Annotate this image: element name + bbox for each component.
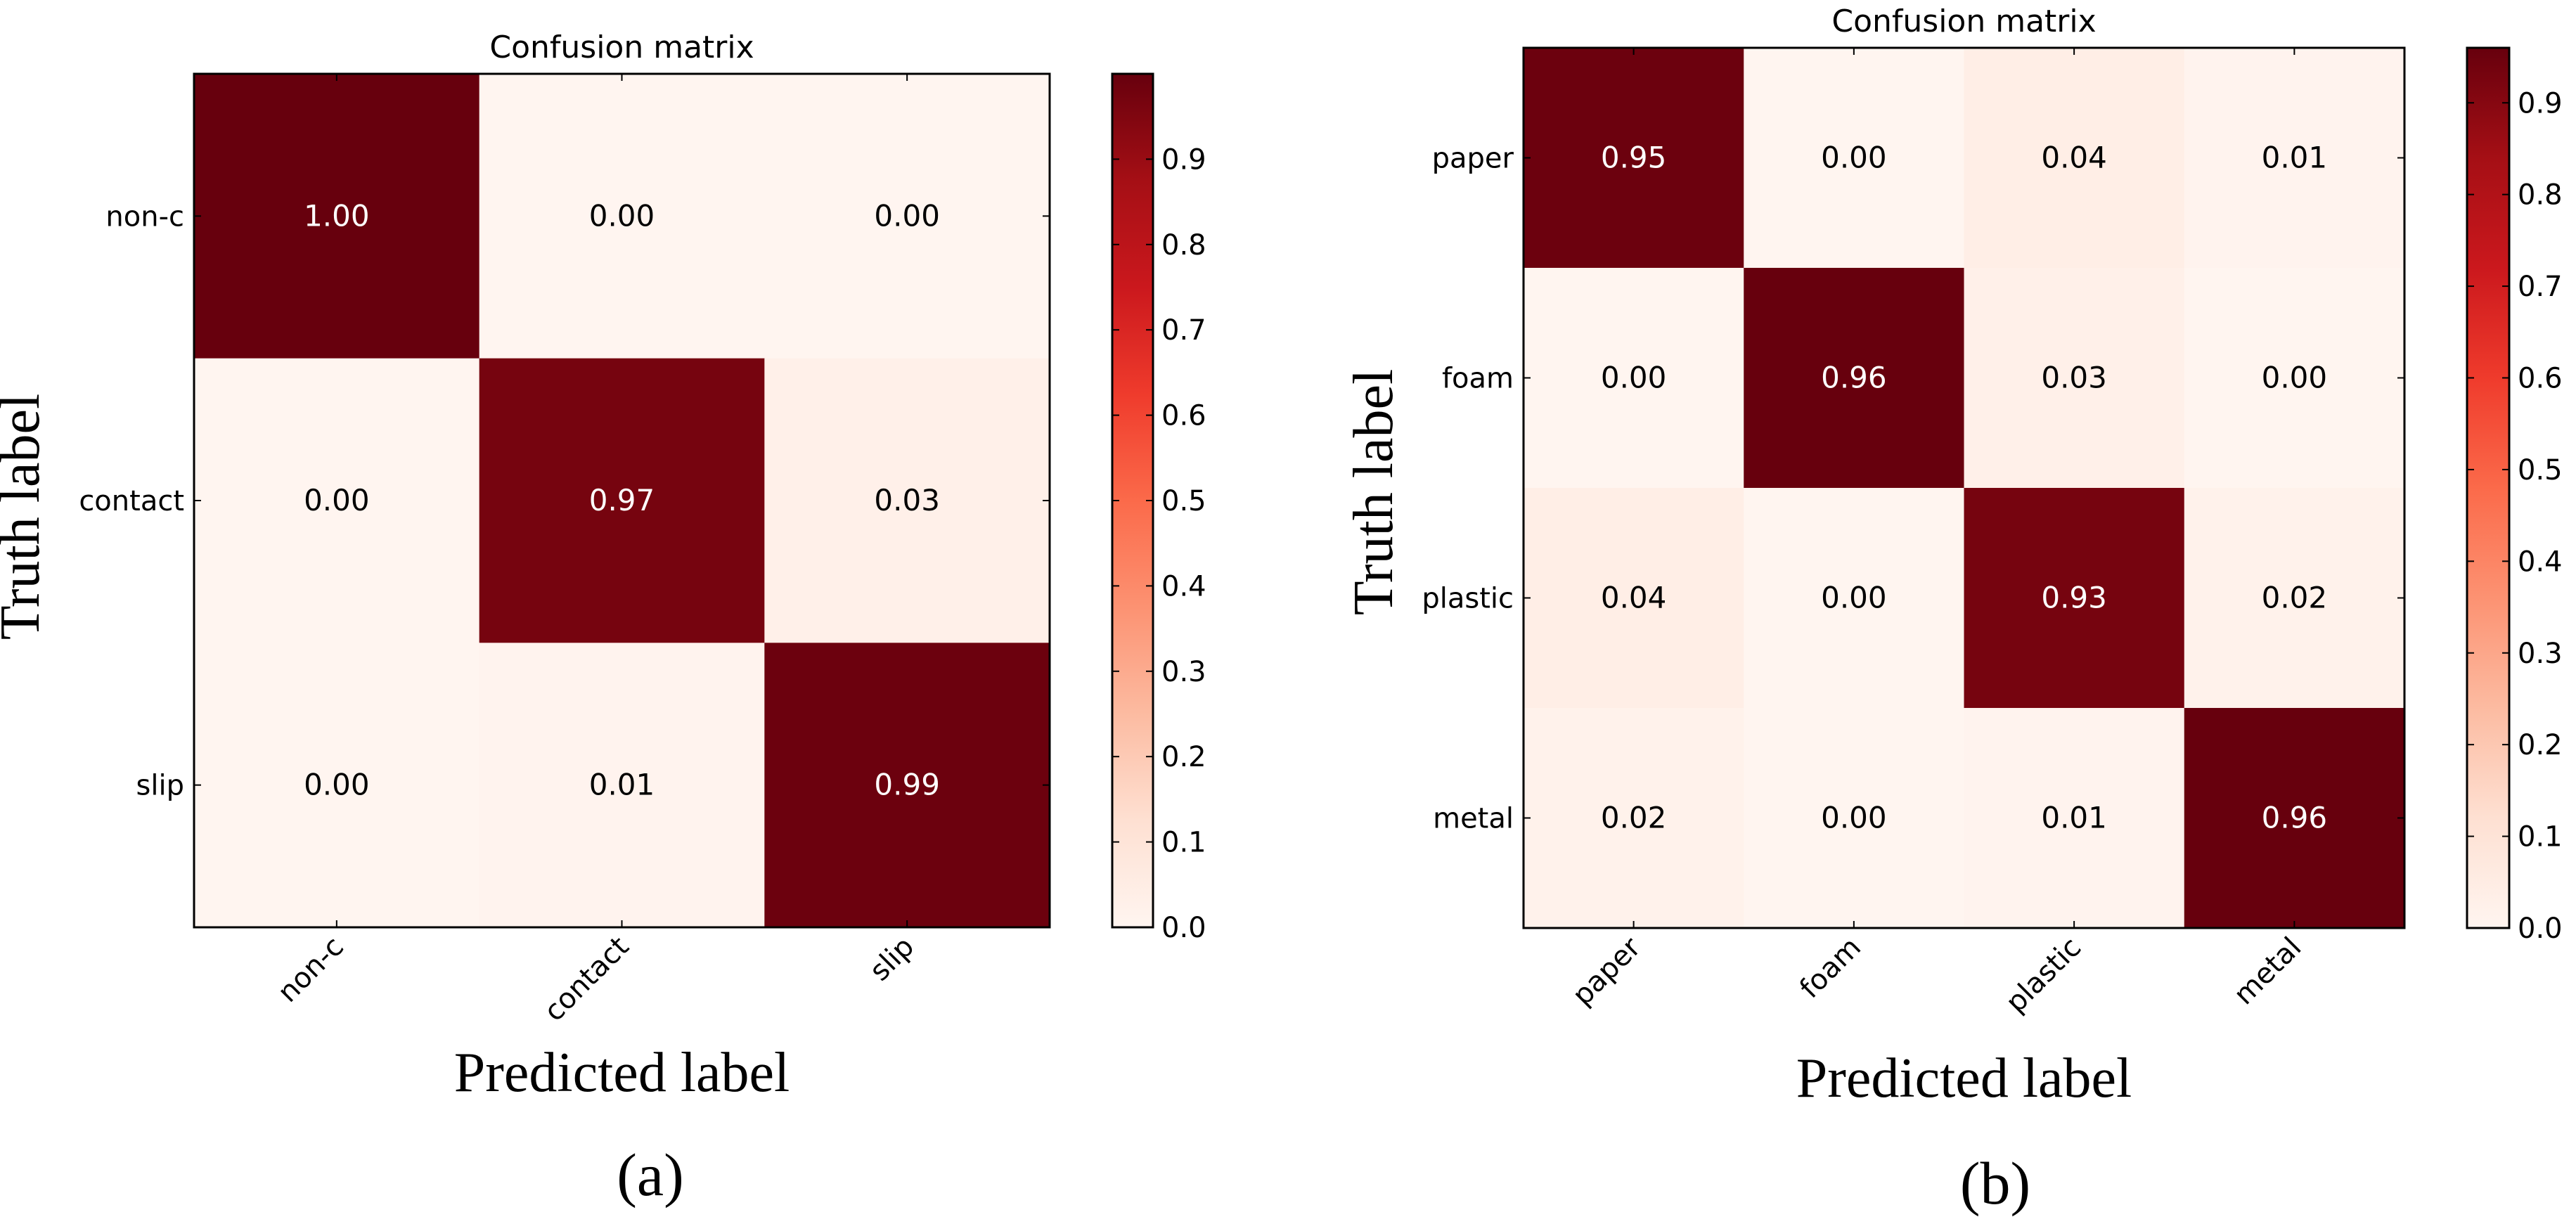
cell-label: 1.00 [304,198,370,233]
cell-label: 0.00 [874,198,940,233]
colorbar-tick-label: 0.7 [2518,271,2563,303]
colorbar-tick-label: 0.5 [2518,454,2563,486]
cell-label: 0.02 [2262,581,2328,615]
cell-label: 0.00 [2262,361,2328,395]
colorbar-tick-label: 0.2 [2518,729,2563,761]
caption-a: (a) [617,1141,683,1209]
y-tick-label: slip [136,770,184,802]
colorbar-tick-label: 0.8 [2518,179,2563,212]
colorbar-tick-label: 0.9 [2518,87,2563,120]
cell-label: 0.03 [2041,361,2107,395]
colorbar-tick-label: 0.0 [1161,912,1206,944]
colorbar-tick-label: 0.6 [2518,363,2563,395]
cell-label: 0.93 [2041,581,2107,615]
cell-label: 0.00 [1601,361,1667,395]
y-axis-label: Truth label [1343,369,1405,615]
cell-label: 0.96 [1821,361,1887,395]
colorbar-tick-label: 0.9 [1161,143,1206,176]
y-tick-label: paper [1432,143,1514,175]
cell-label: 0.04 [1601,581,1667,615]
cell-label: 0.95 [1601,141,1667,175]
x-tick-label: plastic [1999,932,2087,1019]
colorbar-tick-label: 0.1 [2518,821,2563,853]
confusion-matrix-b: 0.95 0.00 0.04 0.010.00 0.96 0.03 0.000.04 0.00… [1343,4,2563,1109]
colorbar-tick-label: 0.2 [1161,741,1206,773]
cell-label: 0.97 [589,483,655,517]
cell-label: 0.00 [1821,141,1887,175]
y-tick-label: metal [1433,803,1514,835]
colorbar-tick-label: 0.8 [1161,229,1206,262]
caption-b: (b) [1960,1149,2030,1217]
colorbar-tick-label: 0.5 [1161,485,1206,517]
x-tick-label: paper [1566,931,1647,1012]
cell-label: 0.01 [2262,141,2328,175]
chart-title: Confusion matrix [489,30,754,65]
cell-label: 0.01 [589,768,655,802]
x-tick-label: non-c [271,931,349,1009]
y-tick-label: foam [1442,363,1514,395]
y-tick-label: contact [79,485,184,517]
y-axis-label: Truth label [0,394,51,640]
y-tick-label: non-c [105,200,184,233]
cell-label: 0.00 [304,483,370,517]
colorbar-tick-label: 0.3 [1161,656,1206,688]
x-axis-label: Predicted label [1796,1048,2132,1109]
cell-label: 0.00 [589,198,655,233]
colorbar-tick-label: 0.0 [2518,913,2563,945]
colorbar-tick-label: 0.4 [1161,570,1206,602]
cell-label: 0.99 [874,768,940,802]
cell-label: 0.00 [304,768,370,802]
colorbar-tick-label: 0.6 [1161,400,1206,432]
chart-title: Confusion matrix [1831,4,2096,39]
x-tick-label: slip [863,931,920,988]
confusion-matrix-a: 1.00 0.00 0.00 0.00 0.97 0.03 0.00 0.01 0.99 non-… [0,30,1206,1104]
cell-label: 0.01 [2041,801,2107,835]
cell-label: 0.02 [1601,801,1667,835]
colorbar-tick-label: 0.3 [2518,638,2563,670]
colorbar-tick-label: 0.4 [2518,546,2563,578]
cell-label: 0.04 [2041,141,2107,175]
x-tick-label: metal [2228,932,2308,1012]
cell-label: 0.00 [1821,581,1887,615]
x-axis-label: Predicted label [454,1042,790,1104]
y-tick-label: plastic [1422,583,1514,615]
cell-label: 0.96 [2262,801,2328,835]
x-tick-label: contact [538,931,635,1028]
x-tick-label: foam [1793,932,1867,1005]
colorbar-tick-label: 0.7 [1161,314,1206,347]
colorbar-tick-label: 0.1 [1161,827,1206,859]
cell-label: 0.00 [1821,801,1887,835]
figure: 1.00 0.00 0.00 0.00 0.97 0.03 0.00 0.01 0.99 non-… [0,0,2576,1231]
colorbar [2467,48,2509,928]
cell-label: 0.03 [874,483,940,517]
